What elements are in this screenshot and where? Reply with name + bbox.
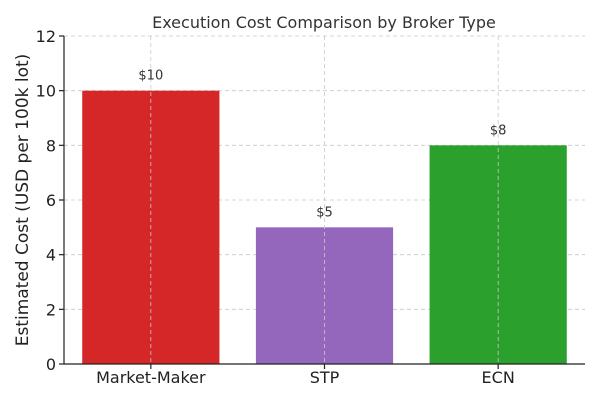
vertical-grid-lines — [150, 36, 499, 364]
y-tick-label: 12 — [36, 27, 56, 46]
x-tick-label: Market-Maker — [96, 368, 206, 387]
y-ticks: 0 2 4 6 8 10 12 — [36, 27, 64, 374]
y-tick-label: 2 — [46, 300, 56, 319]
x-ticks: Market-Maker STP ECN — [96, 364, 515, 387]
data-label: $5 — [316, 205, 333, 220]
data-label: $10 — [138, 69, 163, 84]
x-tick-label: STP — [310, 368, 340, 387]
x-tick-label: ECN — [482, 368, 515, 387]
y-tick-label: 8 — [46, 136, 56, 155]
y-tick-label: 0 — [46, 355, 56, 374]
chart-title: Execution Cost Comparison by Broker Type — [152, 13, 496, 32]
y-axis-label: Estimated Cost (USD per 100k lot) — [13, 54, 33, 347]
data-labels: $10 $5 $8 — [138, 69, 506, 221]
y-tick-label: 4 — [46, 246, 56, 265]
y-tick-label: 6 — [46, 191, 56, 210]
data-label: $8 — [490, 123, 507, 138]
y-tick-label: 10 — [36, 82, 56, 101]
axes — [63, 36, 585, 365]
